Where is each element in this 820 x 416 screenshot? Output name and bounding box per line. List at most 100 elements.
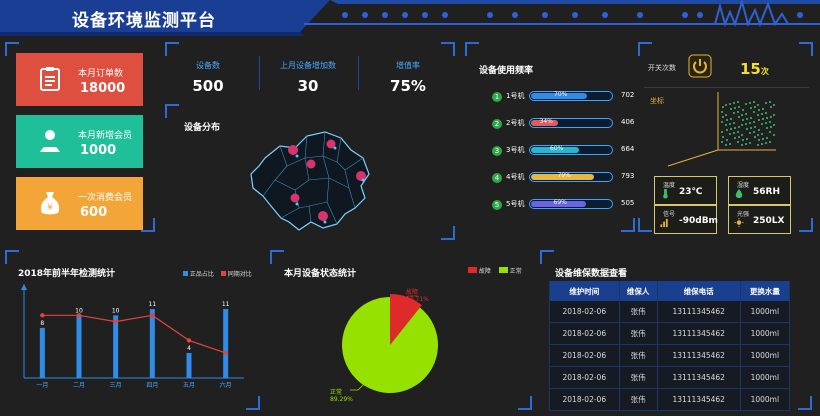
table-cell: 13111345462 (656, 388, 741, 411)
table-row[interactable]: 2018-02-06 张伟 13111345462 1000ml (549, 301, 791, 323)
usage-machine-name: 4号机 (506, 173, 525, 181)
usage-progress-track: 60% (529, 145, 613, 155)
money-bag-icon: ¥ (40, 192, 60, 215)
legend-swatch-bar (183, 271, 188, 276)
usage-percent: 60% (550, 145, 564, 152)
table-row[interactable]: 2018-02-06 张伟 13111345462 1000ml (549, 366, 791, 389)
usage-value: 406 (621, 118, 635, 126)
sensor-label: 光强 (737, 211, 750, 218)
column-header[interactable]: 维护时间 (549, 281, 620, 301)
coordinate-point (754, 126, 756, 128)
usage-row: 2 2号机 34% 406 (492, 118, 635, 132)
coordinate-point (750, 127, 752, 129)
coordinate-point (745, 143, 747, 145)
coordinate-point (738, 116, 740, 118)
table-cell: 张伟 (618, 388, 658, 411)
stat-card-members[interactable]: 本月新增会员 1000 (16, 115, 143, 168)
coordinate-label: 坐标 (650, 97, 664, 105)
svg-text:¥: ¥ (47, 203, 53, 213)
table-cell: 张伟 (618, 301, 658, 323)
column-header[interactable]: 维保人 (618, 281, 658, 301)
member-group-icon (39, 130, 61, 152)
kpi-panel (165, 42, 455, 102)
coordinate-point (761, 113, 763, 115)
coordinate-point (765, 102, 767, 104)
usage-row: 1 1号机 70% 702 (492, 91, 634, 105)
coordinate-point (737, 111, 739, 113)
kpi-divider (259, 56, 260, 90)
coordinate-point (773, 134, 775, 136)
coordinate-point (753, 131, 755, 133)
table-row[interactable]: 2018-02-06 张伟 13111345462 1000ml (549, 344, 791, 367)
table-cell: 2018-02-06 (549, 388, 620, 411)
coordinate-point (725, 144, 727, 146)
coordinate-point (725, 114, 727, 116)
switch-count-value: 15次 (740, 60, 769, 78)
coordinate-point (762, 118, 764, 120)
coordinate-point (733, 122, 735, 124)
pie-label-pct: 10.71% (406, 296, 429, 303)
coordinate-3d-chart (667, 92, 776, 167)
coordinate-point (769, 121, 771, 123)
kpi-value: 500 (192, 77, 224, 95)
inspection-legend: 正品占比 同期对比 (183, 269, 252, 278)
coordinate-point (729, 103, 731, 105)
table-cell: 2018-02-06 (549, 322, 620, 345)
coordinate-point (758, 129, 760, 131)
coordinate-point (741, 144, 743, 146)
x-tick-label: 五月 (183, 382, 195, 389)
coordinate-point (733, 132, 735, 134)
table-row[interactable]: 2018-02-06 张伟 13111345462 1000ml (549, 388, 791, 411)
column-header[interactable]: 维保电话 (656, 281, 741, 301)
usage-value: 664 (621, 145, 635, 153)
sensor-label: 湿度 (737, 182, 750, 189)
coordinate-point (725, 124, 727, 126)
coordinate-point (746, 118, 748, 120)
usage-progress-fill (531, 201, 586, 207)
kpi-value: 30 (297, 77, 319, 95)
coordinate-point (765, 112, 767, 114)
coordinate-point (721, 131, 723, 133)
coordinate-point (725, 104, 727, 106)
coordinate-point (741, 134, 743, 136)
page-title: 设备环境监测平台 (72, 11, 216, 31)
pie-label-line (350, 383, 365, 391)
coordinate-point (734, 107, 736, 109)
stat-card-orders[interactable]: 本月订单数 18000 (16, 53, 143, 106)
coordinate-point (761, 143, 763, 145)
coordinate-point (757, 144, 759, 146)
usage-progress-fill (531, 120, 558, 126)
coordinate-point (749, 132, 751, 134)
coordinate-point (765, 122, 767, 124)
usage-value: 505 (621, 199, 635, 207)
coordinate-point (766, 117, 768, 119)
coordinate-point (734, 137, 736, 139)
switch-count-number: 15 (740, 60, 761, 78)
stat-label: 本月新增会员 (78, 131, 133, 141)
table-cell: 1000ml (739, 301, 791, 323)
coordinate-point (773, 114, 775, 116)
usage-row: 5 5号机 69% 505 (492, 199, 635, 213)
table-row[interactable]: 2018-02-06 张伟 13111345462 1000ml (549, 322, 791, 345)
sensor-value: 23℃ (679, 187, 703, 197)
x-tick-label: 六月 (220, 381, 232, 389)
table-cell: 13111345462 (656, 322, 741, 345)
coordinate-point (758, 119, 760, 121)
usage-percent: 34% (539, 118, 553, 125)
coordinate-point (754, 136, 756, 138)
usage-rank-badge: 5 (492, 200, 502, 210)
stat-value: 1000 (80, 143, 117, 158)
inspection-chart: 8 一月 10 二月 10 三月 11 四月 4 五月 11 六月 (21, 284, 244, 389)
legend-swatch-fault (468, 267, 477, 273)
column-header[interactable]: 更换水量 (739, 281, 791, 301)
coordinate-point (729, 133, 731, 135)
stat-card-one-time[interactable]: ¥ 一次消费会员 600 (16, 177, 143, 230)
coordinate-point (773, 124, 775, 126)
coordinate-point (721, 121, 723, 123)
power-icon[interactable] (688, 54, 712, 78)
coordinate-point (733, 112, 735, 114)
bar-value-label: 10 (75, 307, 83, 314)
bar-value-label: 11 (222, 301, 230, 308)
usage-percent: 70% (554, 91, 568, 98)
x-tick-label: 二月 (73, 382, 85, 389)
